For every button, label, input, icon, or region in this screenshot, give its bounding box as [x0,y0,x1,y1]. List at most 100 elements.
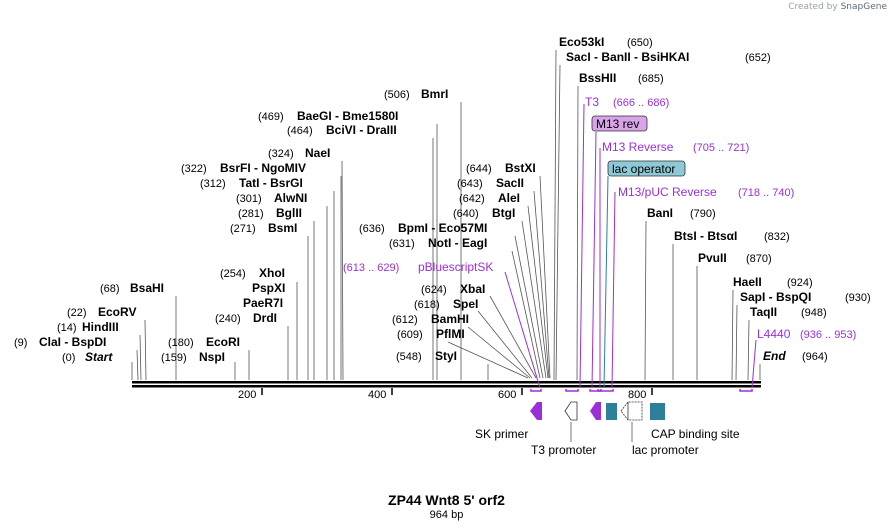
enzyme-sites-right: Eco53kI (650) SacI - BanII - BsiHKAI (65… [559,35,871,363]
site-pos: (618) [414,299,440,311]
lac-operator-box [606,403,617,420]
feature-t3: T3 [585,95,599,109]
feature-m13-reverse: M13 Reverse [602,140,674,154]
site-pos: (930) [845,292,871,304]
site-pos: (964) [802,351,828,363]
label-t3-promoter: T3 promoter [531,443,596,457]
feature-labels: T3 (666 .. 686) M13 rev M13 Reverse (705… [343,95,856,341]
site-pos: (312) [200,178,226,190]
site-pos: (832) [764,231,790,243]
site-pos: (642) [459,193,485,205]
feature-lac-operator: lac operator [612,162,675,176]
site-pos: (644) [466,163,492,175]
site-pos: (870) [746,253,772,265]
tick-label-200: 200 [238,389,256,401]
lac-promoter-arrow [620,401,643,421]
tick-label-400: 400 [368,389,386,401]
site-pos: (281) [238,208,264,220]
site-pos: (322) [181,163,207,175]
credit-brand: SnapGene [840,2,887,12]
site-pos: (9) [14,337,27,349]
site-pos: (609) [397,329,423,341]
site-pos: (324) [268,148,294,160]
site-pos: (14) [57,322,77,334]
credit-text: Created by [788,2,838,12]
site-bstxi: BstXI [505,161,536,175]
site-drdi: DrdI [253,311,277,325]
site-bsmi: BsmI [268,221,297,235]
site-bsshii: BssHII [579,71,616,85]
site-ecorv: EcoRV [98,305,136,319]
feature-m13-puc-reverse: M13/pUC Reverse [618,185,717,199]
site-xhoi: XhoI [259,266,285,280]
site-pos: (301) [236,193,262,205]
site-tati: TatI - BsrGI [239,176,303,190]
site-saci: SacI - BanII - BsiHKAI [566,50,689,64]
site-start: Start [85,350,113,364]
feature-leader-lines [504,103,757,389]
site-pos: (790) [690,208,716,220]
site-paer7i: PaeR7I [243,296,283,310]
site-pos: (180) [168,337,194,349]
sequence-backbone [132,381,761,388]
feature-l4440: L4440 [757,327,791,341]
site-pos: (548) [396,351,422,363]
site-pos: (643) [457,178,483,190]
site-naei: NaeI [305,146,330,160]
enzyme-sites-left: (0) Start (9) ClaI - BspDI (14) HindIII … [14,87,536,364]
tick-label-600: 600 [498,389,516,401]
site-btsi: BtsI - BtsαI [674,229,737,243]
site-pos: (271) [230,223,256,235]
site-alei: AleI [498,191,520,205]
feature-pbluescriptsk-range: (613 .. 629) [343,262,399,274]
site-pos: (68) [100,283,120,295]
label-lac-promoter: lac promoter [632,443,699,457]
site-pos: (240) [215,313,241,325]
site-taqii: TaqII [750,305,777,319]
feature-t3-range: (666 .. 686) [613,97,669,109]
site-baegi: BaeGI - Bme1580I [297,109,398,123]
t3-promoter-arrow [564,401,578,421]
site-pspxi: PspXI [252,281,285,295]
feature-m13-rev: M13 rev [596,117,639,131]
site-pos: (631) [389,238,415,250]
site-leader-lines [131,49,761,381]
site-ecori: EcoRI [206,335,240,349]
site-bglii: BglII [276,206,302,220]
site-pos: (948) [801,307,827,319]
label-sk-primer: SK primer [475,427,528,441]
feature-glyphs [530,401,665,442]
site-pos: (640) [453,208,479,220]
site-bani: BanI [647,206,673,220]
sk-primer-arrow [530,402,542,420]
site-alwni: AlwNI [274,191,307,205]
site-bmri: BmrI [421,87,448,101]
site-sacii: SacII [496,176,524,190]
site-spei: SpeI [453,297,478,311]
site-bsrfi: BsrFI - NgoMIV [220,161,306,175]
site-pos: (624) [421,284,447,296]
site-pos: (469) [258,111,284,123]
site-pos: (506) [384,89,410,101]
map-title: ZP44 Wnt8 5' orf2 [388,492,505,508]
feature-m13-puc-reverse-range: (718 .. 740) [738,187,794,199]
site-xbai: XbaI [460,282,485,296]
site-pos: (0) [62,352,75,364]
site-bsahi: BsaHI [130,281,164,295]
site-sapi: SapI - BspQI [740,290,811,304]
site-pos: (22) [67,307,87,319]
feature-brackets [530,389,753,392]
site-pos: (612) [392,314,418,326]
map-length: 964 bp [429,509,464,521]
ruler: 200 400 600 800 [238,388,653,401]
feature-m13-reverse-range: (705 .. 721) [693,142,749,154]
site-pvuii: PvuII [698,251,727,265]
site-eco53ki: Eco53kI [559,35,604,49]
tick-label-800: 800 [628,389,646,401]
site-pos: (652) [745,52,771,64]
site-pos: (924) [787,277,813,289]
label-cap-binding-site: CAP binding site [651,427,740,441]
site-btgi: BtgI [492,206,515,220]
site-haeii: HaeII [733,275,762,289]
